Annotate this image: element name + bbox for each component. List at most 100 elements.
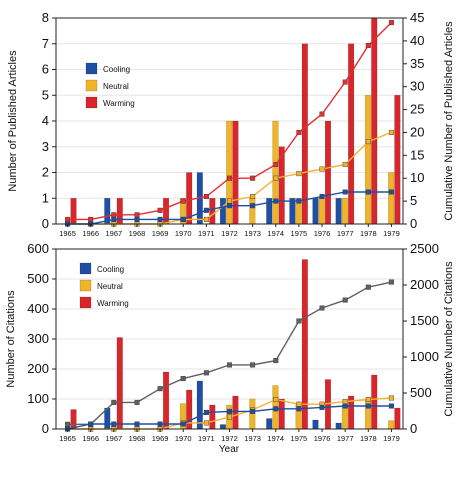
citations-x-tick-label: 1977: [337, 434, 354, 443]
citations-bar-warming: [162, 371, 170, 430]
citations-bar-warming: [278, 398, 285, 430]
articles-bar-warming: [70, 198, 77, 225]
citations-x-tick-label: 1969: [152, 434, 169, 443]
citations-cumulative-point-total: [342, 297, 348, 303]
citations-left-tick-label: 400: [27, 301, 49, 316]
citations-cumulative-point-neutral: [388, 395, 394, 401]
articles-left-axis: 0 1 2 3 4 5 6 7 8: [42, 10, 56, 231]
citations-cumulative-point-cooling: [134, 421, 140, 427]
articles-cumulative-point-neutral: [250, 193, 256, 199]
citations-cumulative-point-cooling: [273, 406, 279, 412]
articles-cumulative-point-warming: [111, 212, 117, 218]
articles-cumulative-point-warming: [273, 161, 279, 167]
citations-cumulative-point-total: [319, 305, 325, 311]
citations-cumulative-point-total: [365, 284, 371, 290]
citations-cumulative-point-total: [157, 386, 163, 392]
articles-x-tick-label: 1967: [105, 229, 122, 238]
articles-x-tick-label: 1966: [82, 229, 99, 238]
articles-right-axis: 0 5 10 15 20 25 30 35 40 45: [403, 10, 424, 231]
articles-x-axis: 1965 1966 1967 1968 1969 1970 1971 1972 1973 1974…: [59, 224, 400, 238]
citations-cumulative-point-cooling: [319, 404, 325, 410]
citations-right-tick-label: 1500: [410, 313, 439, 328]
articles-bar-warming: [301, 43, 308, 225]
articles-left-tick-label: 3: [42, 139, 49, 154]
articles-right-tick-label: 10: [410, 170, 424, 185]
articles-cumulative-point-cooling: [388, 189, 394, 195]
articles-right-tick-label: 0: [410, 216, 417, 231]
articles-x-tick-label: 1968: [129, 229, 146, 238]
citations-bar-warming: [209, 404, 216, 430]
articles-x-tick-label: 1972: [221, 229, 238, 238]
citations-cumulative-point-neutral: [226, 414, 232, 420]
citations-left-tick-label: 300: [27, 331, 49, 346]
citations-cumulative-point-total: [273, 358, 279, 364]
citations-x-tick-label: 1976: [314, 434, 331, 443]
articles-cumulative-point-warming: [65, 216, 71, 222]
citations-bar-warming: [394, 407, 401, 430]
citations-legend-label-neutral: Neutral: [97, 282, 123, 291]
citations-cumulative-point-neutral: [365, 397, 371, 403]
citations-cumulative-point-cooling: [250, 408, 256, 414]
citations-cumulative-point-neutral: [273, 397, 279, 403]
articles-x-tick-label: 1979: [383, 229, 400, 238]
articles-right-tick-label: 15: [410, 147, 424, 162]
articles-right-tick-label: 45: [410, 10, 424, 25]
articles-x-tick-label: 1977: [337, 229, 354, 238]
articles-left-tick-label: 1: [42, 190, 49, 205]
citations-x-tick-label: 1965: [59, 434, 76, 443]
citations-cumulative-point-total: [180, 376, 186, 382]
citations-legend-swatch-warming: [79, 296, 92, 309]
articles-right-tick-label: 40: [410, 33, 424, 48]
citations-cumulative-point-total: [296, 318, 302, 324]
articles-right-tick-label: 25: [410, 102, 424, 117]
articles-left-tick-label: 5: [42, 87, 49, 102]
articles-cumulative-point-neutral: [388, 129, 394, 135]
articles-right-tick-label: 30: [410, 79, 424, 94]
citations-right-tick-label: 1000: [410, 349, 439, 364]
articles-cumulative-point-neutral: [203, 216, 209, 222]
citations-right-tick-label: 2000: [410, 277, 439, 292]
citations-cumulative-point-cooling: [157, 421, 163, 427]
citations-cumulative-point-cooling: [226, 408, 232, 414]
citations-cumulative-point-total: [134, 399, 140, 405]
citations-legend-swatch-neutral: [79, 279, 92, 292]
articles-legend-label-cooling: Cooling: [103, 65, 130, 74]
citations-cumulative-point-cooling: [342, 403, 348, 409]
articles-cumulative-point-cooling: [157, 216, 163, 222]
citations-x-tick-label: 1975: [291, 434, 308, 443]
articles-cumulative-point-warming: [342, 79, 348, 85]
articles-x-tick-label: 1978: [360, 229, 377, 238]
articles-cumulative-point-warming: [157, 207, 163, 213]
articles-cumulative-point-cooling: [250, 203, 256, 209]
articles-right-tick-label: 20: [410, 124, 424, 139]
citations-cumulative-point-cooling: [203, 409, 209, 415]
articles-bar-warming: [324, 120, 332, 225]
citations-cumulative-point-cooling: [88, 421, 94, 427]
articles-cumulative-point-cooling: [134, 216, 140, 222]
citations-x-tick-label: 1967: [105, 434, 122, 443]
citations-bar-neutral: [341, 404, 348, 430]
articles-bar-neutral: [226, 120, 233, 225]
citations-legend-label-warming: Warming: [97, 299, 129, 308]
articles-left-tick-label: 8: [42, 10, 49, 25]
citations-cumulative-point-neutral: [296, 401, 302, 407]
citations-x-tick-label: 1966: [82, 434, 99, 443]
articles-bar-neutral: [341, 198, 348, 225]
articles-legend-label-neutral: Neutral: [103, 82, 129, 91]
articles-cumulative-point-warming: [388, 20, 394, 26]
citations-x-tick-label: 1973: [244, 434, 261, 443]
citations-legend-swatch-cooling: [79, 262, 92, 275]
citations-cumulative-point-total: [250, 362, 256, 368]
citations-xlabel: Year: [219, 444, 240, 455]
articles-bar-warming: [394, 95, 401, 225]
articles-bar-neutral: [388, 172, 395, 225]
articles-left-tick-label: 0: [42, 216, 49, 231]
citations-bar-warming: [70, 409, 77, 430]
articles-bar-cooling: [312, 198, 319, 225]
articles-cumulative-point-warming: [319, 111, 325, 117]
citations-x-tick-label: 1971: [198, 434, 215, 443]
articles-left-tick-label: 2: [42, 165, 49, 180]
citations-cumulative-point-total: [203, 370, 209, 376]
articles-right-tick-label: 5: [410, 193, 417, 208]
articles-cumulative-point-warming: [365, 43, 371, 49]
